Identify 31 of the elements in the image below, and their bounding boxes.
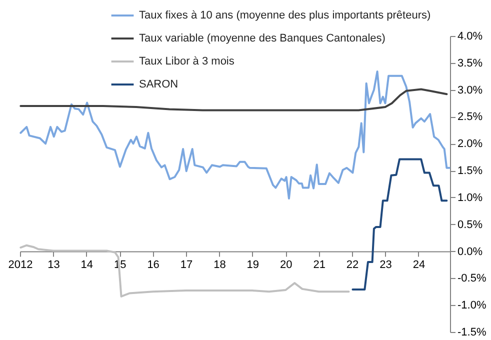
- y-tick-label: 3.5%: [458, 57, 483, 70]
- y-tick-label: 2.0%: [458, 138, 483, 150]
- x-tick-label: 13: [48, 258, 60, 271]
- legend-label: Taux fixes à 10 ans (moyenne des plus importants prêteurs): [139, 10, 431, 22]
- y-tick-label: 0.5%: [458, 218, 483, 231]
- x-tick-label: 15: [114, 258, 126, 271]
- legend-label: SARON: [139, 78, 178, 90]
- y-tick-label: 1.5%: [458, 165, 483, 178]
- y-tick-label: 3.0%: [458, 84, 483, 96]
- line-series: [20, 70, 450, 200]
- x-tick-label: 21: [313, 258, 326, 271]
- y-tick-label: 1.0%: [458, 192, 483, 204]
- y-tick-label: -0.5%: [458, 272, 486, 285]
- x-tick-label: 24: [412, 258, 426, 271]
- x-tick-label: 19: [246, 258, 260, 271]
- x-tick-label: 20: [280, 258, 292, 271]
- legend-label: Taux Libor à 3 mois: [139, 56, 235, 68]
- legend-label: Taux variable (moyenne des Banques Cantonales): [139, 32, 386, 44]
- x-tick-label: 16: [147, 258, 160, 271]
- x-tick-label: 18: [214, 258, 226, 271]
- x-tick-label: 2012: [8, 258, 33, 271]
- x-tick-label: 17: [180, 258, 193, 271]
- y-tick-label: 2.5%: [458, 111, 483, 124]
- x-tick-label: 23: [380, 258, 392, 271]
- y-tick-label: -1.5%: [458, 326, 486, 338]
- y-tick-label: 0.0%: [458, 246, 483, 258]
- x-tick-label: 14: [80, 258, 94, 271]
- x-tick-label: 22: [346, 258, 359, 271]
- y-tick-label: 4.0%: [458, 30, 483, 42]
- line-series: [20, 88, 448, 112]
- y-tick-label: -1.0%: [458, 300, 486, 312]
